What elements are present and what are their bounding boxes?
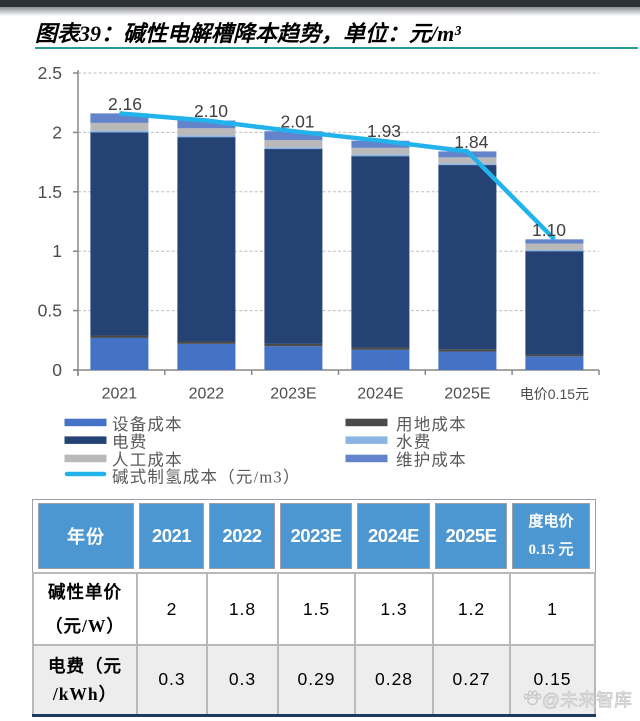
svg-text:用地成本: 用地成本 [396,415,467,434]
svg-text:2.01: 2.01 [280,112,314,132]
svg-text:2.10: 2.10 [194,101,228,121]
svg-text:2.5: 2.5 [38,63,62,83]
svg-text:1.10: 1.10 [532,220,566,240]
svg-text:维护成本: 维护成本 [396,450,467,469]
svg-text:0.5: 0.5 [38,301,62,321]
svg-text:2022: 2022 [189,386,225,403]
svg-text:水费: 水费 [396,433,431,452]
svg-text:1.93: 1.93 [367,121,401,141]
svg-text:2024E: 2024E [357,386,403,403]
svg-text:电价0.15元: 电价0.15元 [520,386,589,402]
svg-text:1: 1 [52,241,62,261]
svg-text:1.5: 1.5 [38,182,62,202]
svg-text:设备成本: 设备成本 [112,415,183,434]
svg-text:0: 0 [52,360,62,380]
svg-text:2023E: 2023E [270,386,316,403]
svg-text:2.16: 2.16 [108,94,142,114]
svg-text:电费: 电费 [112,433,147,452]
svg-text:2: 2 [52,122,62,142]
svg-text:2021: 2021 [102,386,138,403]
svg-text:人工成本: 人工成本 [112,450,183,469]
svg-text:碱式制氢成本（元/m3）: 碱式制氢成本（元/m3） [112,468,301,487]
svg-text:2025E: 2025E [444,386,490,403]
svg-text:1.84: 1.84 [454,132,488,152]
